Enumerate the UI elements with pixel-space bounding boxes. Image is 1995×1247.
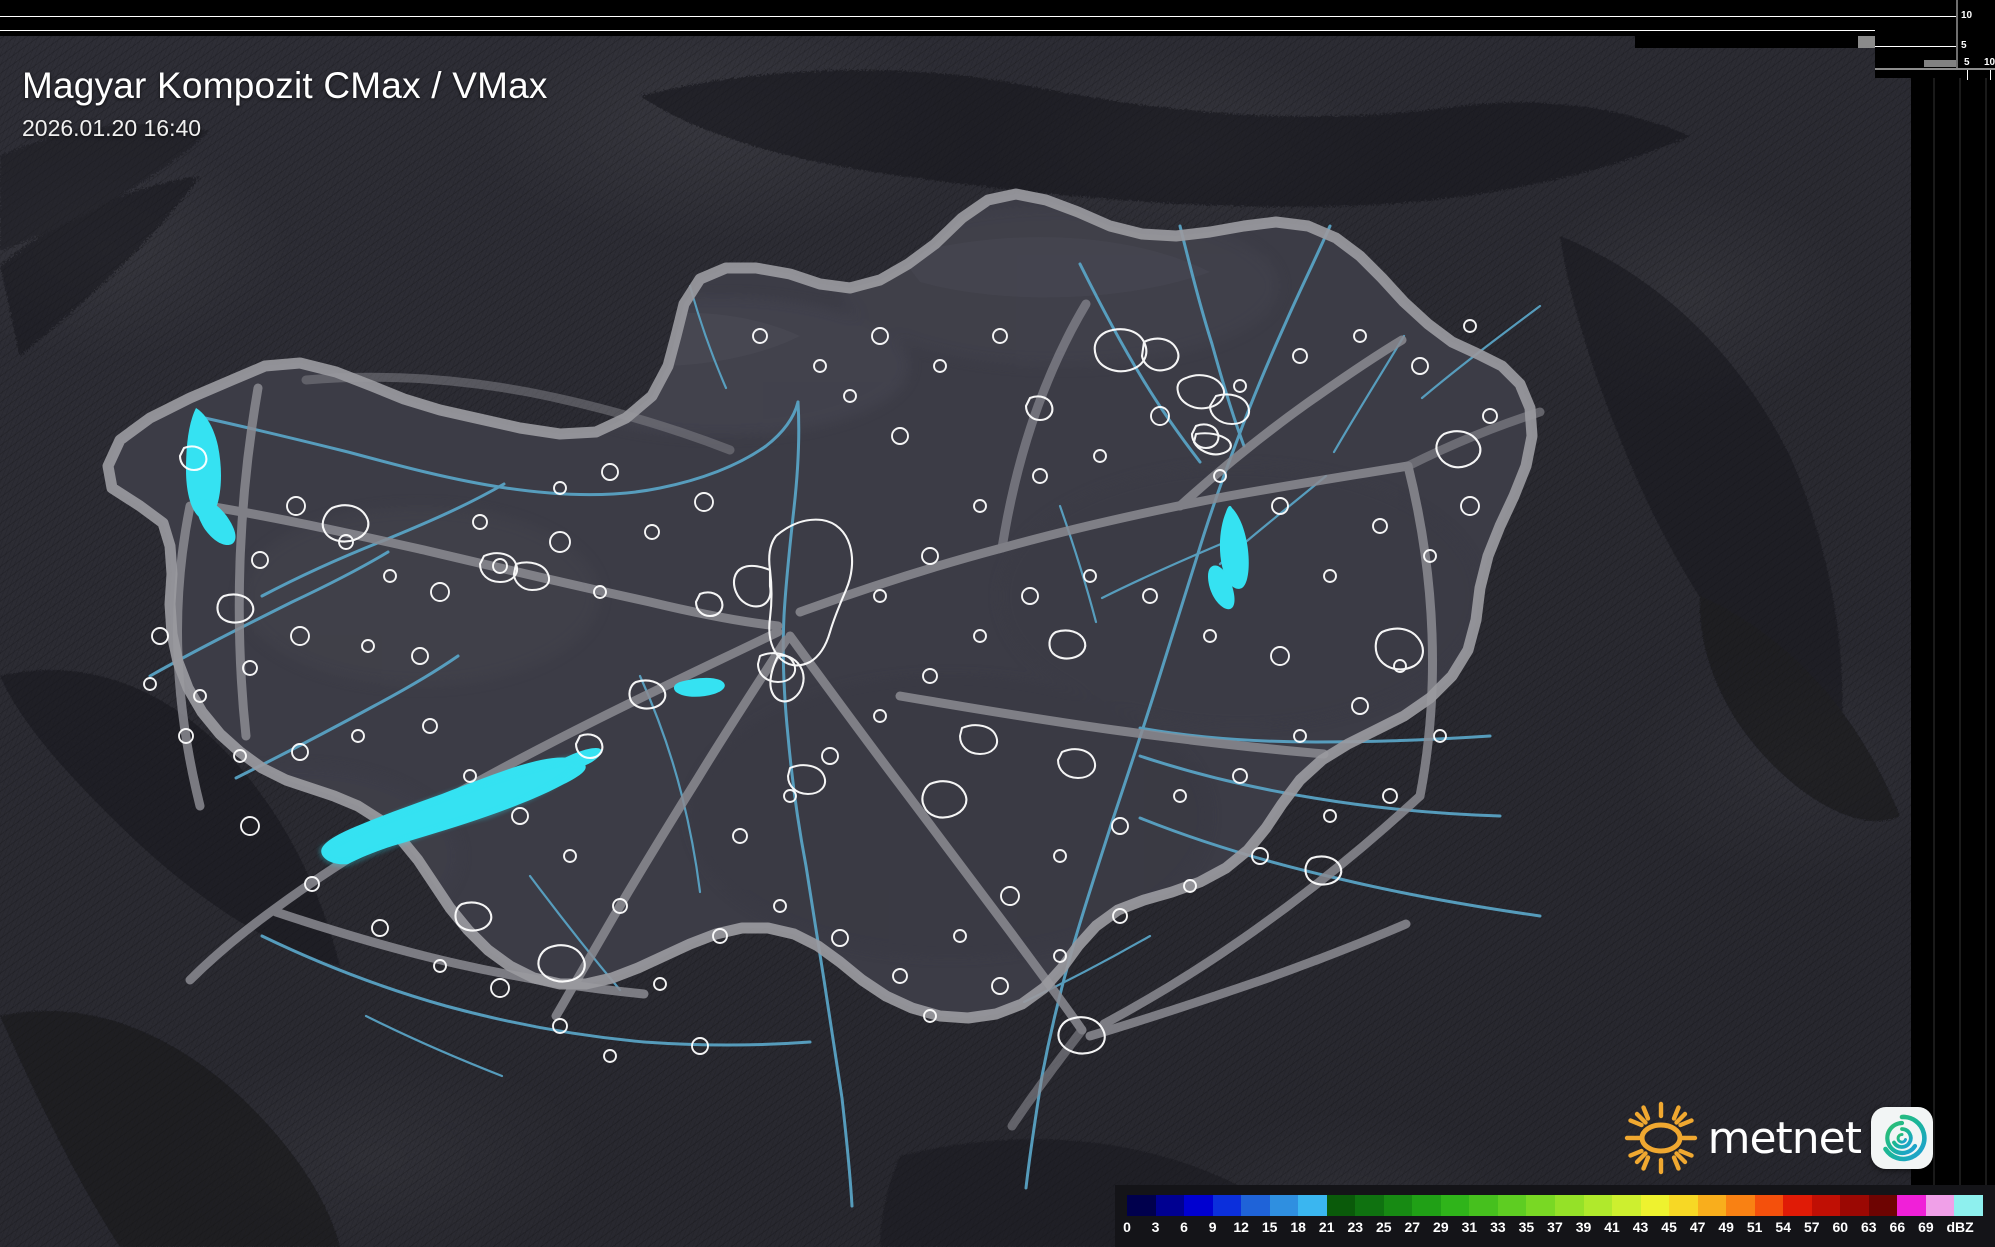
mini-plot-x-tick-10	[1990, 70, 1991, 80]
dbz-swatch-29	[1954, 1195, 1983, 1216]
dbz-swatch-19	[1669, 1195, 1698, 1216]
dbz-tick-6: 6	[1180, 1219, 1188, 1235]
mini-plot-x-label-5: 5	[1964, 57, 1970, 68]
dbz-tick-41: 41	[1604, 1219, 1620, 1235]
dbz-gradient-bar	[1127, 1195, 1983, 1216]
dbz-swatch-0	[1127, 1195, 1156, 1216]
mini-plot-x-label-10: 10	[1984, 57, 1995, 68]
dbz-swatch-5	[1269, 1195, 1299, 1216]
dbz-swatch-4	[1241, 1195, 1270, 1216]
map-viewport[interactable]	[0, 36, 1911, 1247]
dbz-swatch-20	[1697, 1195, 1727, 1216]
dbz-tick-25: 25	[1375, 1219, 1392, 1235]
dbz-tick-33: 33	[1490, 1219, 1506, 1235]
dbz-tick-31: 31	[1461, 1219, 1478, 1235]
dbz-tick-labels: 0 3 6 9 12 15 18 21 23 25 27 29 31 33 35 37 39 41 43 45 47 49…	[1123, 1219, 1983, 1235]
dbz-tick-29: 29	[1433, 1219, 1449, 1235]
dbz-tick-45: 45	[1661, 1219, 1677, 1235]
dbz-color-scale[interactable]: 0 3 6 9 12 15 18 21 23 25 27 29 31 33 35 37 39 41 43 45 47 49…	[1115, 1185, 1995, 1247]
mini-plot-y-label-5: 5	[1961, 40, 1967, 51]
mini-plot-x-axis	[1875, 68, 1995, 70]
dbz-tick-43: 43	[1632, 1219, 1649, 1235]
dbz-swatch-9	[1383, 1195, 1413, 1216]
dbz-swatch-24	[1811, 1195, 1841, 1216]
dbz-tick-39: 39	[1575, 1219, 1592, 1235]
metnet-spiral-app-icon[interactable]	[1871, 1107, 1933, 1169]
dbz-tick-21: 21	[1318, 1219, 1335, 1235]
dbz-tick-23: 23	[1347, 1219, 1364, 1235]
mini-plot-x-tick-5	[1967, 70, 1968, 80]
dbz-swatch-11	[1440, 1195, 1470, 1216]
dbz-swatch-10	[1412, 1195, 1441, 1216]
mini-plot-widget[interactable]: 10 5 5 10	[1875, 0, 1995, 80]
mini-plot-bar	[1924, 60, 1956, 67]
dbz-swatch-21	[1726, 1195, 1755, 1216]
dbz-tick-dBZ: dBZ	[1946, 1219, 1974, 1235]
dbz-tick-57: 57	[1803, 1219, 1820, 1235]
dbz-tick-63: 63	[1861, 1219, 1877, 1235]
dbz-tick-0: 0	[1123, 1219, 1131, 1235]
dbz-swatch-27	[1897, 1195, 1926, 1216]
dbz-tick-18: 18	[1290, 1219, 1306, 1235]
dbz-swatch-26	[1868, 1195, 1898, 1216]
timestamp-label: 2026.01.20 16:40	[22, 114, 202, 141]
dbz-swatch-12	[1469, 1195, 1498, 1216]
dbz-swatch-23	[1783, 1195, 1812, 1216]
dbz-swatch-8	[1355, 1195, 1384, 1216]
dbz-swatch-16	[1583, 1195, 1613, 1216]
dbz-swatch-17	[1612, 1195, 1641, 1216]
dbz-tick-15: 15	[1261, 1219, 1278, 1235]
sun-icon	[1624, 1101, 1698, 1175]
dbz-swatch-6	[1298, 1195, 1327, 1216]
dbz-swatch-13	[1497, 1195, 1527, 1216]
dbz-tick-9: 9	[1208, 1219, 1217, 1235]
mini-plot-gridline-5	[1875, 46, 1956, 47]
dbz-swatch-25	[1840, 1195, 1869, 1216]
title-block: Magyar Kompozit CMax / VMax 2026.01.20 1…	[22, 66, 548, 142]
mini-plot-y-label-10: 10	[1961, 10, 1973, 21]
dbz-tick-49: 49	[1718, 1219, 1734, 1235]
top-black-band	[0, 0, 1995, 36]
dbz-tick-35: 35	[1518, 1219, 1535, 1235]
dbz-swatch-15	[1554, 1195, 1584, 1216]
metnet-wordmark: metnet	[1707, 1112, 1862, 1164]
dbz-swatch-18	[1640, 1195, 1670, 1216]
dbz-tick-51: 51	[1746, 1219, 1763, 1235]
right-gutter	[1911, 36, 1995, 1247]
dbz-swatch-3	[1212, 1195, 1242, 1216]
dbz-tick-37: 37	[1547, 1219, 1563, 1235]
mini-plot-y-axis	[1956, 0, 1958, 70]
dbz-tick-60: 60	[1832, 1219, 1849, 1235]
dbz-tick-27: 27	[1404, 1219, 1421, 1235]
dbz-tick-12: 12	[1233, 1219, 1249, 1235]
dbz-tick-69: 69	[1918, 1219, 1934, 1235]
dbz-swatch-28	[1925, 1195, 1955, 1216]
dbz-swatch-22	[1754, 1195, 1784, 1216]
dbz-tick-47: 47	[1689, 1219, 1706, 1235]
terrain-hillshade-layer	[0, 36, 1911, 1247]
dbz-swatch-1	[1155, 1195, 1185, 1216]
dbz-swatch-14	[1526, 1195, 1555, 1216]
dbz-tick-66: 66	[1889, 1219, 1906, 1235]
page-title: Magyar Kompozit CMax / VMax	[22, 65, 548, 106]
dbz-tick-54: 54	[1775, 1219, 1791, 1235]
dbz-swatch-7	[1326, 1195, 1356, 1216]
dbz-tick-3: 3	[1151, 1219, 1160, 1235]
dbz-swatch-2	[1184, 1195, 1213, 1216]
metnet-logo[interactable]: metnet	[1624, 1101, 1933, 1175]
mini-plot-gridline-10	[1875, 16, 1956, 17]
